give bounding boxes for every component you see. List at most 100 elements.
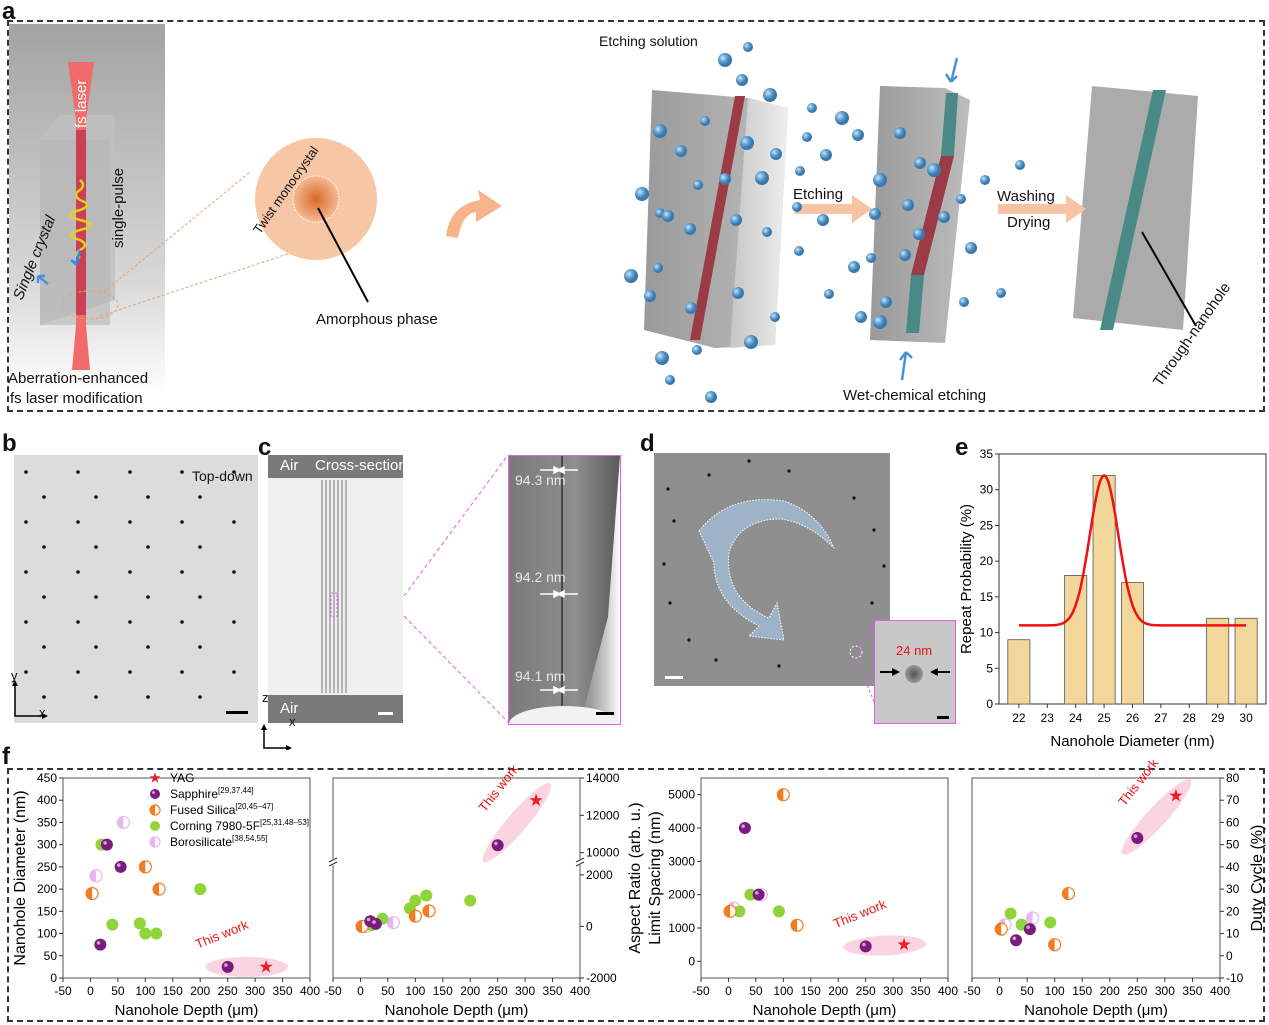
marker-corning-7980-5f — [409, 894, 422, 907]
x-tick-label: 400 — [1210, 984, 1230, 998]
marker-yag — [897, 937, 911, 951]
panel-label-e: e — [955, 434, 969, 461]
this-work-highlight — [205, 956, 289, 977]
nanohole-dot — [146, 595, 150, 599]
nanohole-dot — [232, 620, 236, 624]
axis-break — [329, 859, 337, 865]
marker-corning-7980-5f — [1004, 907, 1017, 920]
x-tick-label: 400 — [570, 984, 590, 998]
axis-z-label: z — [262, 690, 269, 705]
bar — [1206, 617, 1230, 705]
marker-fused-silica — [776, 788, 790, 802]
nanohole-dot — [94, 695, 98, 699]
nanohole-dot — [128, 670, 132, 674]
panel-label-d: d — [640, 430, 655, 457]
bar — [1234, 617, 1258, 705]
bar — [1007, 639, 1031, 705]
etch-arrow-top-icon — [944, 57, 959, 83]
x-tick-label: 300 — [1155, 984, 1175, 998]
y-tick-label: 3000 — [668, 854, 695, 868]
marker-corning-7980-5f — [772, 905, 785, 918]
marker-corning-7980-5f — [133, 917, 146, 930]
y-tick-label: 2000 — [668, 888, 695, 902]
nanohole-dot — [128, 570, 132, 574]
scale-bar-d — [665, 676, 683, 679]
modified-track-block-1 — [690, 96, 745, 340]
etching-solution-label: Etching solution — [599, 33, 698, 49]
this-work-annotation: This work — [193, 917, 251, 952]
x-tick-label: 250 — [488, 984, 508, 998]
marker-fused-silica — [138, 860, 152, 874]
x-tick-label: 23 — [1041, 711, 1055, 725]
y-tick-label: 150 — [37, 904, 57, 918]
nanohole-dot — [714, 658, 718, 662]
marker-fused-silica — [85, 886, 99, 901]
x-tick-label: 50 — [1020, 984, 1034, 998]
y-tick-label: 30 — [1226, 882, 1240, 896]
drying-label: Drying — [1007, 214, 1051, 231]
nanohole-dot — [146, 645, 150, 649]
nanohole-dot — [198, 645, 202, 649]
nanohole-dot — [687, 638, 691, 642]
bar — [1092, 475, 1116, 705]
nanohole-dot — [128, 520, 132, 524]
nanohole-dot — [94, 545, 98, 549]
x-tick-label: 0 — [725, 984, 732, 998]
fs-laser-label: fs laser — [73, 79, 90, 128]
marker-fused-silica — [1061, 886, 1076, 901]
y-tick-label: 350 — [37, 815, 57, 829]
x-tick-label: 26 — [1126, 711, 1140, 725]
scatter-plot-f2: -50 0 50 100 150 200 250 300 350 400-2000 0 2000 100… — [324, 761, 619, 1019]
x-tick-label: 22 — [1012, 711, 1026, 725]
y-tick-label: 35 — [980, 447, 994, 461]
marker-sapphire — [94, 938, 107, 951]
measurement-2: 94.2 nm — [515, 569, 566, 585]
axis-break-mark — [575, 857, 585, 863]
x-tick-label: 50 — [111, 984, 125, 998]
nanohole-dot — [42, 645, 46, 649]
x-tick-label: -50 — [963, 984, 981, 998]
nanohole-dot — [872, 528, 876, 532]
y-tick-label: 10 — [980, 626, 994, 640]
y-tick-label: 0 — [986, 697, 993, 711]
panel-label-c: c — [258, 434, 272, 461]
x-axis-title: Nanohole Depth (μm) — [385, 1002, 529, 1019]
x-tick-label: 150 — [801, 984, 821, 998]
nanohole-dot — [198, 545, 202, 549]
etching-label: Etching — [793, 186, 844, 203]
x-tick-label: -50 — [324, 984, 342, 998]
y-tick-label: 15 — [980, 590, 994, 604]
y-tick-label: 4000 — [668, 821, 695, 835]
inset-arrows — [880, 668, 950, 676]
nanohole-dot — [672, 519, 676, 523]
y-tick-label: 25 — [980, 518, 994, 532]
nanohole-dot — [76, 620, 80, 624]
x-tick-label: 30 — [1239, 711, 1253, 725]
x-axis-title: Nanohole Depth (μm) — [1024, 1002, 1168, 1019]
y-axis-title: Duty Cycle (%) — [1249, 825, 1266, 932]
legend-label-corning-7980-5f: Corning 7980-5F[25,31,48–53] — [170, 818, 309, 833]
nanohole-dot — [198, 595, 202, 599]
marker-sapphire — [369, 917, 382, 930]
nanohole-dot — [94, 495, 98, 499]
x-tick-label: 350 — [1182, 984, 1202, 998]
marker-yag — [529, 793, 543, 806]
y-tick-label: 80 — [1226, 771, 1240, 785]
scatter-plot-f4: -50 0 50 100 150 200 250 300 350 400-10 0 10 20 30 40 5… — [963, 760, 1243, 1019]
x-tick-label: 300 — [245, 984, 265, 998]
y-tick-label: 0 — [688, 954, 695, 968]
marker-fused-silica — [723, 904, 737, 918]
x-tick-label: 25 — [1097, 711, 1111, 725]
marker-yag — [259, 960, 273, 973]
x-tick-label: 100 — [1045, 984, 1065, 998]
cross-section-image — [268, 455, 403, 723]
scale-bar-c — [378, 712, 393, 715]
etch-arrow-bottom-icon — [899, 351, 913, 381]
marker-borosilicate — [386, 915, 400, 930]
marker-sapphire — [752, 888, 765, 901]
nanohole-dot — [232, 520, 236, 524]
marker-corning-7980-5f — [106, 918, 119, 931]
nanohole-dot — [76, 520, 80, 524]
through-nanohole — [1100, 90, 1166, 330]
marker-borosilicate — [1026, 911, 1040, 925]
